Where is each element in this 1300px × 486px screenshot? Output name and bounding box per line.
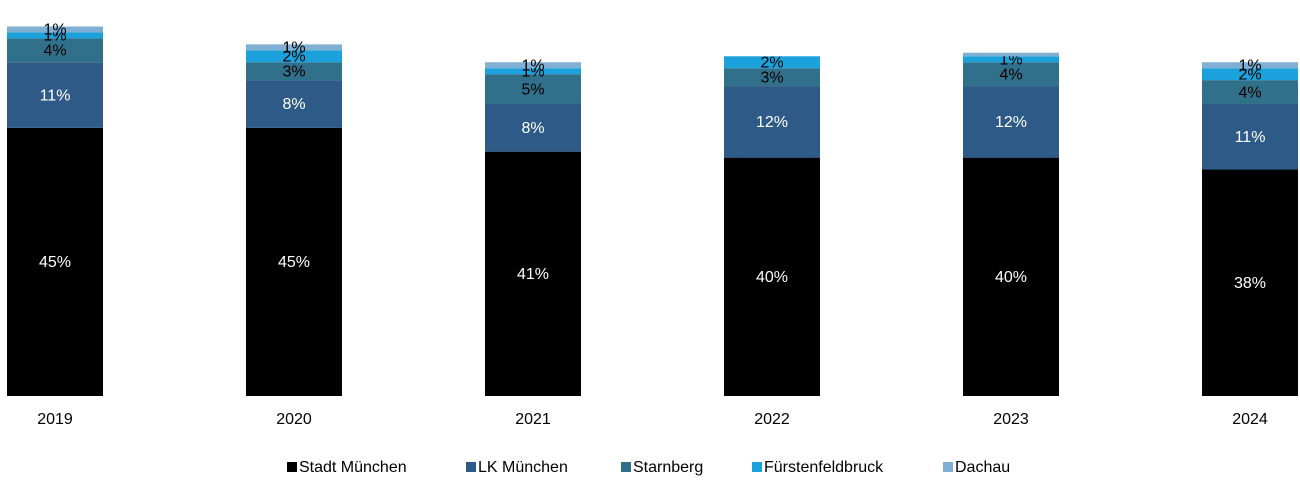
bar-segment — [7, 38, 103, 63]
legend-label: Starnberg — [633, 459, 703, 476]
data-label: 1% — [1238, 57, 1261, 74]
legend-swatch — [621, 462, 631, 472]
bar-segment — [963, 157, 1059, 396]
bar-segment — [7, 62, 103, 128]
legend-swatch — [752, 462, 762, 472]
legend-swatch — [943, 462, 953, 472]
data-label: 11% — [1235, 129, 1266, 146]
bar-segment — [963, 56, 1059, 63]
bar-segment — [246, 50, 342, 63]
x-tick-label: 2020 — [276, 411, 312, 428]
bar-segment — [7, 127, 103, 396]
bar-segment — [246, 44, 342, 51]
bar-segment — [963, 62, 1059, 87]
bar-segment — [246, 80, 342, 128]
data-label: 12% — [995, 114, 1027, 131]
legend-swatch — [466, 462, 476, 472]
data-label: 2% — [760, 54, 783, 71]
bar-segment — [1202, 103, 1298, 170]
data-label: 4% — [1238, 84, 1261, 101]
bar-segment — [7, 26, 103, 33]
data-label: 4% — [999, 66, 1022, 83]
bar-segment — [246, 127, 342, 396]
data-label: 41% — [517, 266, 549, 283]
bar-segment — [724, 56, 820, 69]
data-label: 2% — [282, 49, 305, 66]
legend-label: Fürstenfeldbruck — [764, 459, 884, 476]
data-label: 4% — [43, 43, 66, 60]
data-label: 38% — [1234, 275, 1266, 292]
legend-label: Stadt München — [299, 459, 407, 476]
bar-segment — [485, 74, 581, 104]
bar-segment — [485, 62, 581, 69]
bar-segment — [1202, 68, 1298, 81]
data-label: 5% — [521, 81, 544, 98]
data-label: 8% — [282, 96, 305, 113]
bar-segment — [7, 32, 103, 39]
data-label: 3% — [282, 63, 305, 80]
x-tick-label: 2019 — [37, 411, 73, 428]
bar-segment — [1202, 62, 1298, 69]
legend-label: LK München — [478, 459, 568, 476]
data-label: 3% — [760, 69, 783, 86]
bar-segment — [485, 103, 581, 152]
x-tick-label: 2022 — [754, 411, 790, 428]
data-label: 45% — [278, 254, 310, 271]
bar-segment — [485, 68, 581, 75]
legend-swatch — [287, 462, 297, 472]
data-label: 12% — [756, 114, 788, 131]
bar-segment — [485, 151, 581, 396]
bar-segment — [963, 52, 1059, 57]
data-label: 2% — [1238, 66, 1261, 83]
bar-segment — [1202, 169, 1298, 396]
x-tick-label: 2023 — [993, 411, 1029, 428]
data-label: 8% — [521, 120, 544, 137]
data-label: 45% — [39, 254, 71, 271]
data-label: 40% — [995, 269, 1027, 286]
bar-segment — [724, 68, 820, 87]
legend-label: Dachau — [955, 459, 1010, 476]
bar-segment — [963, 86, 1059, 158]
x-tick-label: 2021 — [515, 411, 551, 428]
bar-segment — [246, 62, 342, 81]
data-label: 1% — [282, 40, 305, 57]
x-tick-label: 2024 — [1232, 411, 1268, 428]
data-label: 11% — [40, 87, 71, 104]
data-label: 1% — [521, 57, 544, 74]
data-label: 40% — [756, 269, 788, 286]
data-label: 1% — [43, 22, 66, 39]
bar-segment — [724, 157, 820, 396]
bar-segment — [1202, 80, 1298, 104]
bar-segment — [724, 86, 820, 158]
